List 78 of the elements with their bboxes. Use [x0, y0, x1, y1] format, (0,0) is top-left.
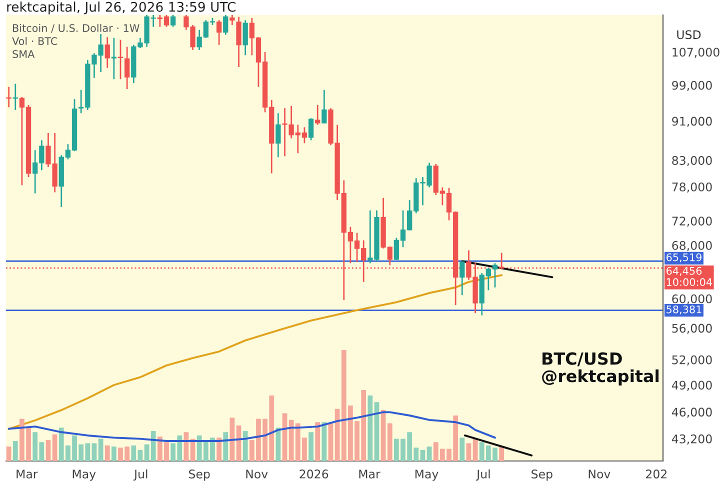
x-tick-label: Nov — [246, 470, 268, 478]
y-tick-label: 83,000 — [672, 156, 712, 166]
candlestick — [6, 86, 12, 108]
candlestick — [322, 89, 327, 124]
annotation: Bitcoin / U.S. Dollar · 1W — [13, 24, 140, 33]
line-series — [8, 274, 503, 430]
y-tick-label: 99,000 — [672, 80, 712, 91]
candlestick — [230, 15, 235, 26]
y-tick-label: 56,000 — [672, 324, 712, 334]
bar — [466, 443, 472, 461]
bar — [322, 422, 327, 461]
bar — [308, 432, 314, 461]
bar — [138, 450, 143, 461]
annotation: SMA — [12, 50, 35, 58]
bar — [420, 450, 426, 461]
bar — [315, 422, 320, 461]
bar — [6, 446, 12, 461]
bar — [387, 423, 392, 461]
ref-line-label: 65,519 — [666, 253, 702, 262]
bar — [144, 444, 150, 461]
annotation: BTC/USD @rektcapital — [542, 352, 659, 386]
bar — [111, 446, 116, 461]
candlestick — [242, 19, 248, 56]
y-tick-label: 68,000 — [672, 241, 712, 252]
x-tick-label: Jul — [133, 469, 148, 481]
y-tick-label: 52,000 — [672, 355, 712, 366]
y-tick-label: 91,000 — [672, 116, 712, 127]
x-tick-label: Mar — [16, 470, 38, 478]
candlestick — [124, 46, 130, 90]
x-tick-label: Nov — [588, 470, 610, 478]
x-tick-label: 2026 — [300, 470, 328, 478]
bar — [46, 440, 51, 461]
x-tick-label: Sep — [532, 470, 552, 481]
bar — [52, 434, 58, 461]
bar — [499, 446, 504, 461]
y-tick-label: 107,000 — [672, 48, 720, 58]
y-tick-label: 46,000 — [672, 408, 712, 418]
annotation: Vol · BTC — [12, 36, 58, 46]
bar — [426, 446, 432, 461]
candlestick — [460, 260, 465, 296]
candlestick — [216, 19, 222, 46]
bar — [98, 438, 104, 461]
candlestick — [111, 37, 117, 80]
bar — [12, 441, 18, 461]
candlestick — [104, 36, 110, 69]
candlestick — [223, 15, 228, 36]
y-tick-label: 60,000 — [672, 294, 712, 305]
ref-line-label: 64,456 10:00:04 — [666, 266, 712, 286]
x-tick-label: May — [72, 470, 96, 481]
y-tick-label: 72,000 — [672, 216, 712, 227]
bar — [131, 445, 136, 461]
x-tick-label: Mar — [359, 470, 380, 478]
candlestick — [170, 15, 176, 28]
bar — [368, 396, 373, 461]
bar — [242, 431, 248, 461]
x-tick-label: May — [415, 470, 438, 481]
x-tick-label: Sep — [188, 470, 210, 481]
bar — [104, 445, 110, 461]
bar — [328, 423, 334, 461]
bar — [223, 432, 228, 461]
y-axis-title: USD — [677, 30, 701, 40]
candlestick — [315, 104, 320, 126]
y-tick-label: 49,000 — [672, 380, 712, 391]
candlestick — [308, 118, 314, 141]
candlestick — [276, 112, 281, 158]
bar — [276, 428, 281, 461]
bar — [460, 438, 465, 461]
x-tick-label: Jul — [476, 469, 490, 481]
ref-line-label: 58,381 — [666, 305, 702, 314]
y-tick-label: 78,000 — [672, 182, 712, 193]
candlestick — [498, 252, 504, 270]
bar — [92, 443, 97, 461]
x-tick-label: 202 — [646, 470, 667, 478]
bar — [150, 431, 156, 461]
y-tick-label: 43,200 — [672, 434, 712, 445]
bar — [216, 438, 222, 461]
chart-title: rektcapital, Jul 26, 2026 13:59 UTC — [7, 2, 236, 14]
candlestick — [236, 16, 242, 68]
